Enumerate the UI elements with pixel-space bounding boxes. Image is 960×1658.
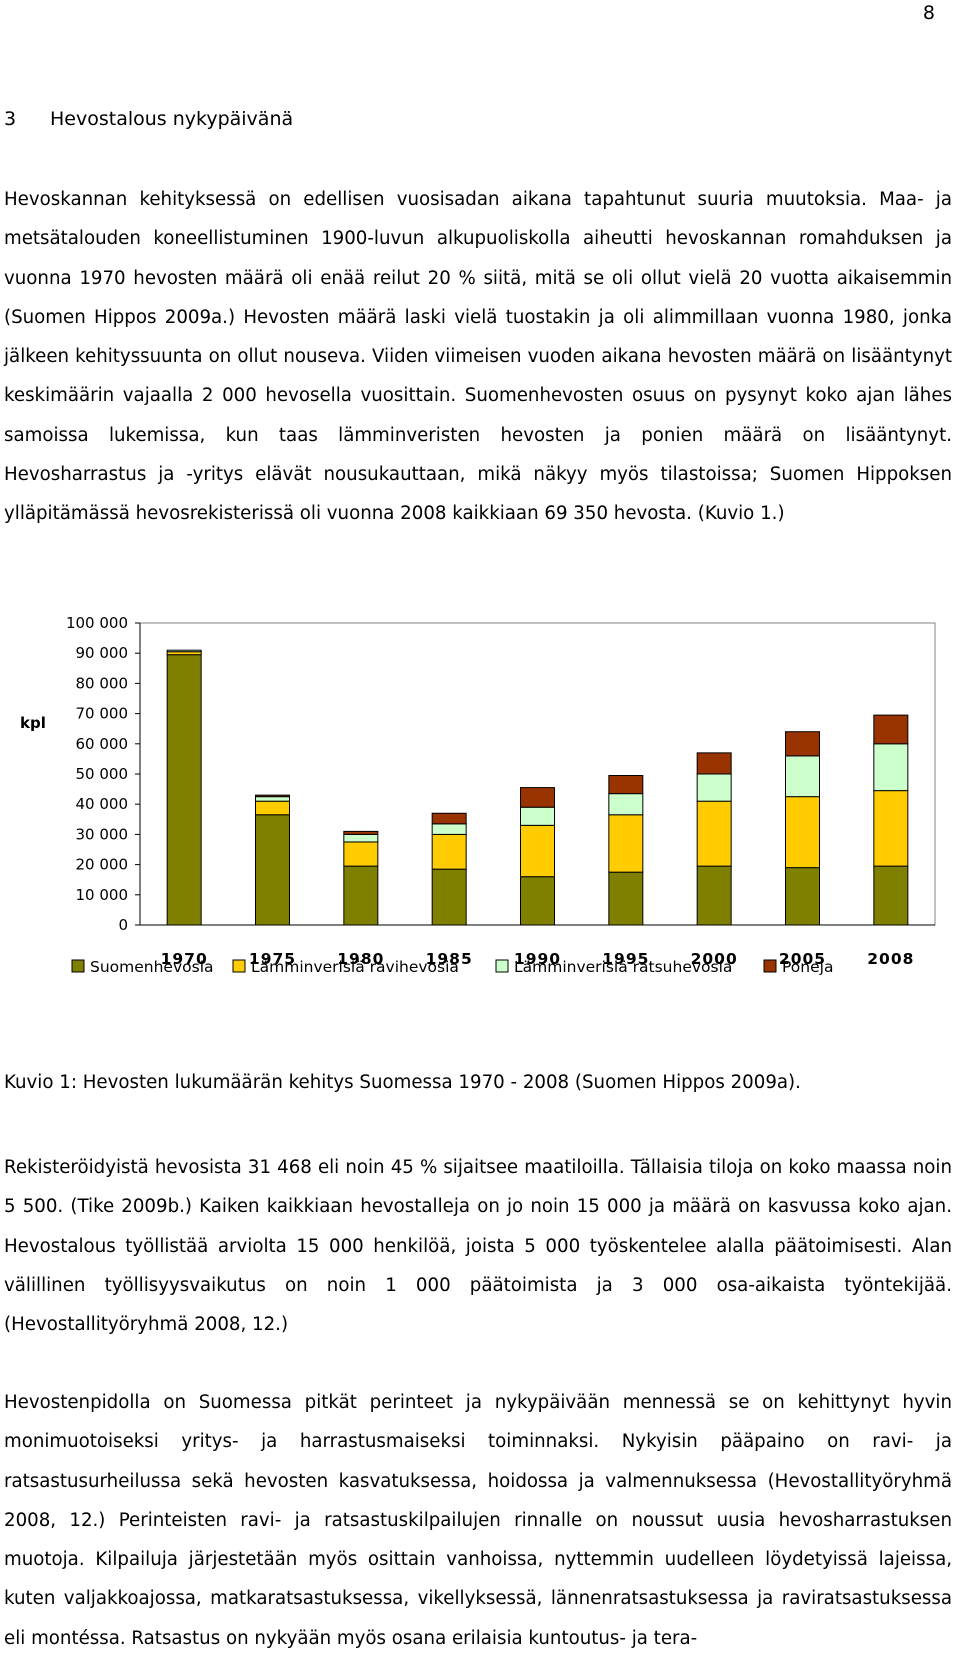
bar-segment bbox=[431, 812, 467, 825]
legend-swatch bbox=[763, 959, 777, 973]
y-tick-label: 10 000 bbox=[76, 886, 129, 904]
x-category-label: 2000 bbox=[691, 950, 738, 968]
bar-segment bbox=[696, 800, 732, 867]
bar-segment bbox=[520, 787, 555, 808]
horse-count-chart: 0 10 000 20 000 30 000 40 000 50 000 60 000 70 … bbox=[20, 614, 936, 976]
x-category-label: 1995 bbox=[602, 950, 649, 968]
legend-label: Lämminverisiä ravihevosia bbox=[251, 958, 459, 976]
y-tick-label: 90 000 bbox=[76, 644, 129, 662]
bar-segment bbox=[608, 775, 644, 795]
legend-swatch bbox=[71, 959, 85, 973]
bar-segment bbox=[343, 865, 379, 926]
bar-segment bbox=[166, 649, 202, 653]
bar-segment bbox=[785, 867, 820, 926]
section-number: 3 bbox=[4, 108, 17, 130]
bar-segment bbox=[431, 868, 467, 926]
x-category-label: 1980 bbox=[337, 950, 384, 968]
chart-bars bbox=[166, 649, 909, 926]
legend-swatch bbox=[232, 959, 246, 973]
bar-segment bbox=[785, 755, 820, 798]
bar-segment bbox=[431, 823, 467, 835]
figure-caption: Kuvio 1: Hevosten lukumäärän kehitys Suo… bbox=[4, 1072, 801, 1093]
bar-segment bbox=[785, 796, 820, 869]
x-category-label: 2008 bbox=[867, 950, 914, 968]
bar-segment bbox=[873, 714, 909, 745]
x-category-label: 1970 bbox=[161, 950, 208, 968]
y-tick-label: 0 bbox=[118, 916, 128, 934]
bar-segment bbox=[255, 814, 290, 926]
y-axis-ticks: 0 10 000 20 000 30 000 40 000 50 000 60 000 70 … bbox=[66, 614, 140, 934]
y-axis-label: kpl bbox=[20, 714, 46, 732]
y-tick-label: 100 000 bbox=[66, 614, 128, 632]
legend-label: Suomenhevosia bbox=[90, 958, 214, 976]
y-tick-label: 40 000 bbox=[76, 795, 129, 813]
bar-segment bbox=[696, 865, 732, 926]
bar-segment bbox=[255, 796, 290, 802]
bar-segment bbox=[520, 824, 555, 878]
x-axis-categories: 1970 1975 1980 1985 1990 1995 2000 2005 2008 bbox=[161, 950, 914, 968]
legend-swatch bbox=[495, 959, 509, 973]
bar-segment bbox=[608, 871, 644, 926]
bar-segment bbox=[255, 800, 290, 816]
bar-segment bbox=[431, 833, 467, 870]
chart-legend: Suomenhevosia Lämminverisiä ravihevosia Lä… bbox=[71, 958, 833, 976]
bar-segment bbox=[873, 790, 909, 867]
body-paragraph-1: Hevoskannan kehityksessä on edellisen vu… bbox=[4, 189, 952, 525]
y-tick-label: 80 000 bbox=[76, 674, 129, 692]
x-category-label: 2005 bbox=[779, 950, 826, 968]
bar-segment bbox=[255, 794, 290, 798]
bar-segment bbox=[873, 865, 909, 926]
section-heading: 3 Hevostalous nykypäivänä bbox=[4, 108, 293, 130]
y-tick-label: 30 000 bbox=[76, 825, 129, 843]
bar-segment bbox=[520, 876, 555, 926]
legend-label: Poneja bbox=[782, 958, 833, 976]
bar-segment bbox=[343, 830, 379, 835]
bar-segment bbox=[343, 841, 379, 867]
section-title: Hevostalous nykypäivänä bbox=[50, 108, 294, 130]
legend-label: Lämminverisiä ratsuhevosia bbox=[514, 958, 732, 976]
y-tick-label: 60 000 bbox=[76, 735, 129, 753]
x-category-label: 1985 bbox=[426, 950, 473, 968]
bar-segment bbox=[608, 793, 644, 816]
y-tick-label: 20 000 bbox=[76, 856, 129, 874]
bar-segment bbox=[520, 806, 555, 826]
bar-segment bbox=[343, 833, 379, 843]
y-tick-label: 70 000 bbox=[76, 705, 129, 723]
bar-segment bbox=[166, 654, 202, 926]
bar-segment bbox=[696, 752, 732, 775]
y-tick-label: 50 000 bbox=[76, 765, 129, 783]
page-number: 8 bbox=[922, 2, 935, 24]
body-paragraph-3: Hevostenpidolla on Suomessa pitkät perin… bbox=[4, 1392, 952, 1649]
x-category-label: 1975 bbox=[249, 950, 296, 968]
body-paragraph-2: Rekisteröidyistä hevosista 31 468 eli no… bbox=[4, 1157, 952, 1336]
bar-segment bbox=[696, 773, 732, 802]
x-category-label: 1990 bbox=[514, 950, 561, 968]
bar-segment bbox=[785, 731, 820, 757]
bar-segment bbox=[608, 814, 644, 873]
bar-segment bbox=[873, 743, 909, 792]
